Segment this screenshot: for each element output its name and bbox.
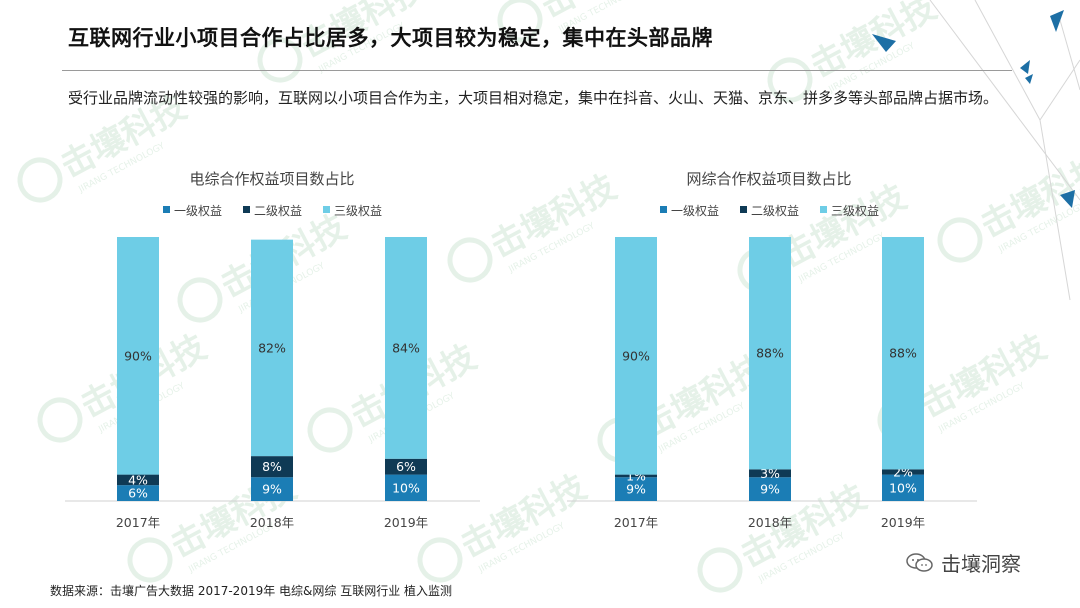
title-divider: [62, 70, 1012, 71]
page-title: 互联网行业小项目合作占比居多，大项目较为稳定，集中在头部品牌: [68, 26, 713, 50]
bar-segment: [882, 469, 924, 475]
data-label: 82%: [258, 340, 286, 355]
x-tick-label: 2018年: [748, 515, 792, 530]
bar-segment: [882, 474, 924, 501]
legend-swatch: [740, 206, 747, 213]
x-tick-label: 2017年: [116, 515, 160, 530]
legend-label: 三级权益: [831, 204, 879, 218]
data-label: 8%: [262, 459, 282, 474]
chart-title: 网综合作权益项目数占比: [686, 170, 851, 188]
bar-segment: [385, 458, 427, 475]
brand-name: 击壤洞察: [941, 552, 1021, 576]
bar-segment: [251, 456, 293, 478]
legend-swatch: [163, 206, 170, 213]
legend-swatch: [820, 206, 827, 213]
data-label: 88%: [889, 346, 917, 361]
data-label: 9%: [760, 482, 780, 497]
legend-label: 一级权益: [671, 204, 719, 218]
legend-label: 二级权益: [254, 204, 302, 218]
bar-segment: [749, 477, 791, 501]
data-label: 90%: [622, 348, 650, 363]
legend-label: 一级权益: [174, 204, 222, 218]
x-tick-label: 2019年: [384, 515, 428, 530]
data-label: 90%: [124, 348, 152, 363]
data-label: 4%: [128, 472, 148, 487]
bar-segment: [251, 239, 293, 457]
legend-swatch: [323, 206, 330, 213]
bar-segment: [251, 477, 293, 501]
data-label: 88%: [756, 346, 784, 361]
bar-segment: [749, 469, 791, 478]
data-source-note: 数据来源：击壤广告大数据 2017-2019年 电综&网综 互联网行业 植入监测: [50, 584, 453, 598]
x-tick-label: 2018年: [250, 515, 294, 530]
wechat-icon: [906, 552, 933, 572]
watermark-text: 击壤科技: [804, 0, 943, 86]
x-tick-label: 2017年: [614, 515, 658, 530]
bar-segment: [385, 474, 427, 501]
bar-segment: [882, 237, 924, 470]
bar-segment: [749, 237, 791, 470]
brand-signature: 击壤洞察: [905, 548, 1021, 577]
chart-title: 电综合作权益项目数占比: [189, 170, 354, 188]
data-label: 9%: [626, 482, 646, 497]
bar-segment: [117, 237, 159, 475]
data-label: 10%: [392, 480, 420, 495]
bar-segment: [117, 485, 159, 501]
data-label: 6%: [128, 486, 148, 501]
bar-segment: [615, 474, 657, 478]
bar-segment: [615, 477, 657, 501]
data-label: 9%: [262, 482, 282, 497]
legend-swatch: [660, 206, 667, 213]
legend-label: 三级权益: [334, 204, 382, 218]
data-label: 10%: [889, 480, 917, 495]
legend-label: 二级权益: [751, 204, 799, 218]
x-tick-label: 2019年: [881, 515, 925, 530]
data-label: 84%: [392, 340, 420, 355]
bar-segment: [117, 474, 159, 486]
bar-segment: [385, 237, 427, 459]
data-label: 3%: [760, 466, 780, 481]
data-label: 6%: [396, 459, 416, 474]
legend-swatch: [243, 206, 250, 213]
bar-segment: [615, 237, 657, 475]
page-subtitle: 受行业品牌流动性较强的影响，互联网以小项目合作为主，大项目相对稳定，集中在抖音、…: [68, 89, 999, 107]
